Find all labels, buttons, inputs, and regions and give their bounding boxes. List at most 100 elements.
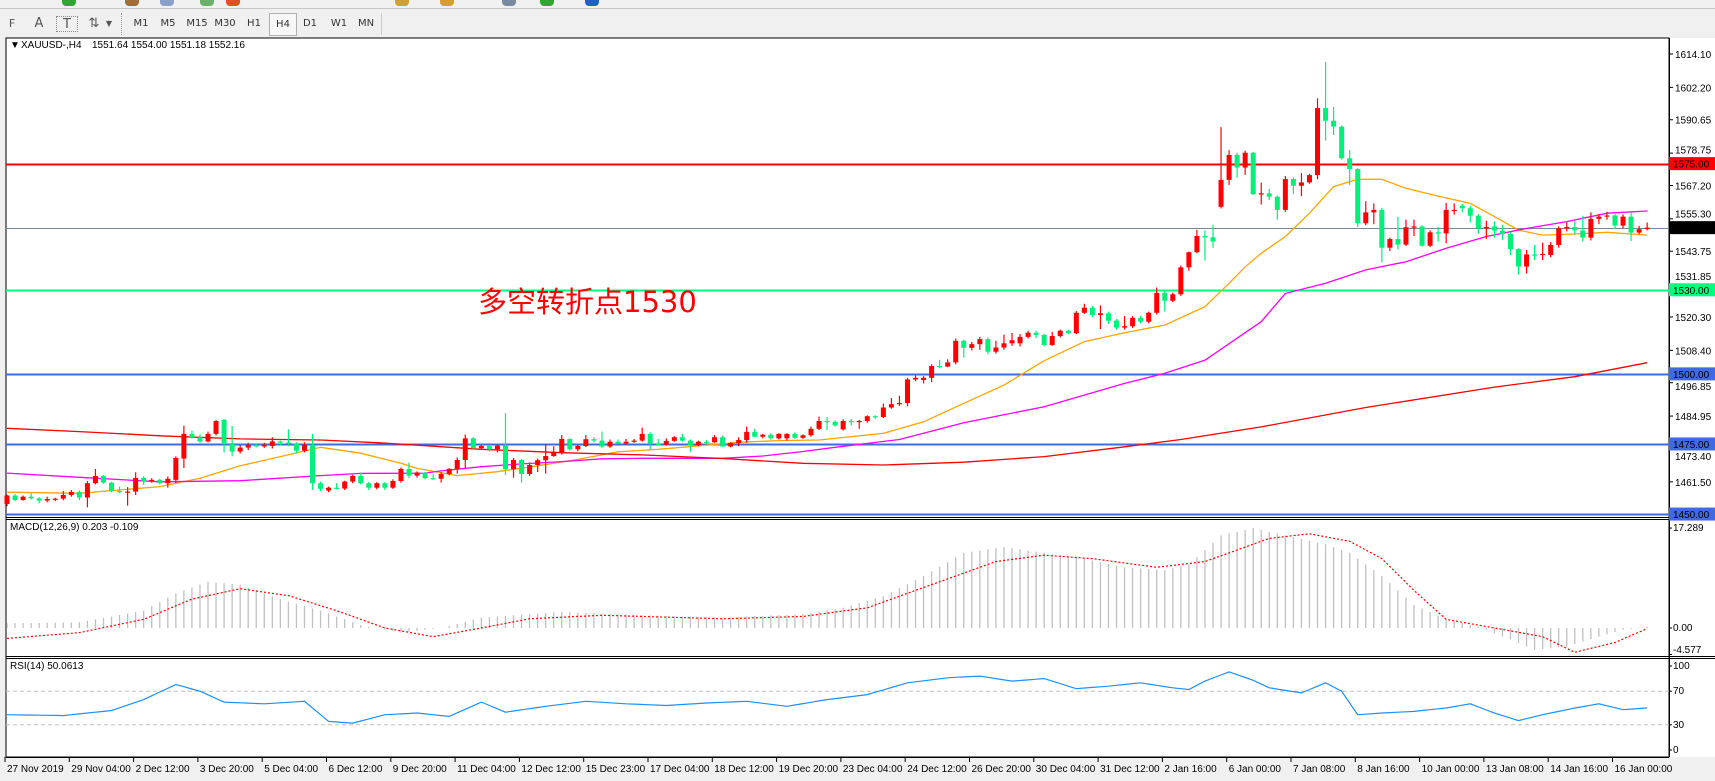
expert-icon[interactable] [125,0,139,6]
price-level-label: 1530.00 [1673,286,1710,297]
zoom-out-icon[interactable] [440,0,454,6]
zoom-in-icon[interactable] [395,0,409,6]
candle-body [655,443,661,446]
chart-annotation-text[interactable]: 多空转折点1530 [478,285,697,319]
candle-body [1411,226,1417,228]
candle-body [639,433,645,441]
candle-body [1298,182,1304,186]
moving-average-line [6,210,1648,483]
candle-body [1162,292,1168,301]
candle-body [1564,226,1570,229]
new-order-icon[interactable] [62,0,76,6]
timeframe-m30[interactable]: M30 [214,18,236,29]
candle-body [551,452,557,457]
autotrading-icon[interactable] [226,0,240,6]
candle-body [977,339,983,345]
period-separator-icon[interactable]: F [8,16,16,30]
candle-body [1057,330,1063,337]
macd-tick-min: -4.577 [1673,645,1702,656]
candle-body [1540,253,1546,256]
plot-area [5,37,1670,758]
price-tick-label: 1602.20 [1675,83,1712,94]
candle-body [261,444,267,447]
timeframe-h4[interactable]: H4 [269,13,297,36]
timeframe-mn[interactable]: MN [357,18,375,29]
add-icon[interactable] [540,0,554,6]
candle-body [1097,313,1103,316]
candle-body [720,437,726,447]
candle-body [1154,292,1160,313]
time-label: 15 Dec 23:00 [586,764,646,775]
candle-body [1210,237,1216,242]
candle-body [438,473,444,479]
candle-body [478,445,484,449]
text-label-icon[interactable]: T [56,16,78,32]
chevron-down-icon[interactable]: ▼ [105,18,113,28]
time-label: 3 Dec 20:00 [200,764,254,775]
macd-signal-line [6,533,1648,653]
history-icon[interactable] [200,0,214,6]
info-icon[interactable] [585,0,599,6]
candle-body [1459,205,1465,209]
candle-body [1130,317,1136,327]
candle-body [848,420,854,423]
candle-body [1395,239,1401,245]
chart-window[interactable]: 1614.10 1602.20 1590.65 1578.75 1567.20 1555.… [0,36,1715,781]
candle-body [470,438,476,449]
candle-body [519,459,525,474]
candle-body [1355,168,1361,224]
candle-body [173,457,179,480]
profile-icon[interactable] [160,0,174,6]
timeframe-w1[interactable]: W1 [330,18,348,29]
candle-body [1371,209,1377,213]
time-label: 18 Dec 12:00 [714,764,774,775]
candle-body [872,416,878,418]
price-tick-label: 1567.20 [1675,181,1712,192]
macd-tick-zero: 0.00 [1673,623,1693,634]
candle-body [1242,152,1248,168]
time-label: 10 Jan 00:00 [1422,764,1480,775]
symbol-title: XAUUSD-,H4 [21,40,82,51]
candle-body [631,440,637,442]
chart-menu-triangle-icon[interactable]: ▼ [10,40,20,51]
chart-grid-icon[interactable] [502,0,516,6]
candle-body [663,440,669,445]
candle-body [1491,226,1497,231]
candle-body [422,472,428,479]
price-level-tag [1669,437,1715,451]
arrows-icon[interactable]: ⇅ [88,15,100,31]
toolbar-separator [381,13,382,35]
timeframe-m15[interactable]: M15 [186,18,208,29]
candle-body [527,464,533,474]
text-icon[interactable]: A [34,15,44,31]
timeframe-m1[interactable]: M1 [133,18,149,29]
candle-body [1339,126,1345,159]
time-label: 29 Nov 04:00 [71,764,131,775]
candle-body [245,444,251,448]
timeframe-m5[interactable]: M5 [160,18,176,29]
rsi-tick-70: 70 [1673,686,1685,697]
candle-body [1170,294,1176,301]
candle-body [100,475,106,483]
candle-body [326,487,332,491]
candle-body [904,379,910,404]
candle-body [366,483,372,488]
candle-body [92,475,98,484]
candle-body [953,340,959,363]
candle-body [181,433,187,459]
candle-body [1065,330,1071,334]
price-level-tag [1669,507,1715,521]
rsi-tick-0: 0 [1673,745,1679,756]
candle-body [446,468,452,474]
price-tick-label: 1508.40 [1675,346,1712,357]
candle-body [358,475,364,484]
timeframe-h1[interactable]: H1 [247,18,261,29]
candle-body [880,407,886,418]
candle-body [1234,154,1240,168]
candle-body [68,491,74,495]
candle-body [913,377,919,380]
price-tick-label: 1520.30 [1675,313,1712,324]
candle-body [1138,317,1144,322]
candle-body [800,435,806,438]
timeframe-d1[interactable]: D1 [302,18,318,29]
